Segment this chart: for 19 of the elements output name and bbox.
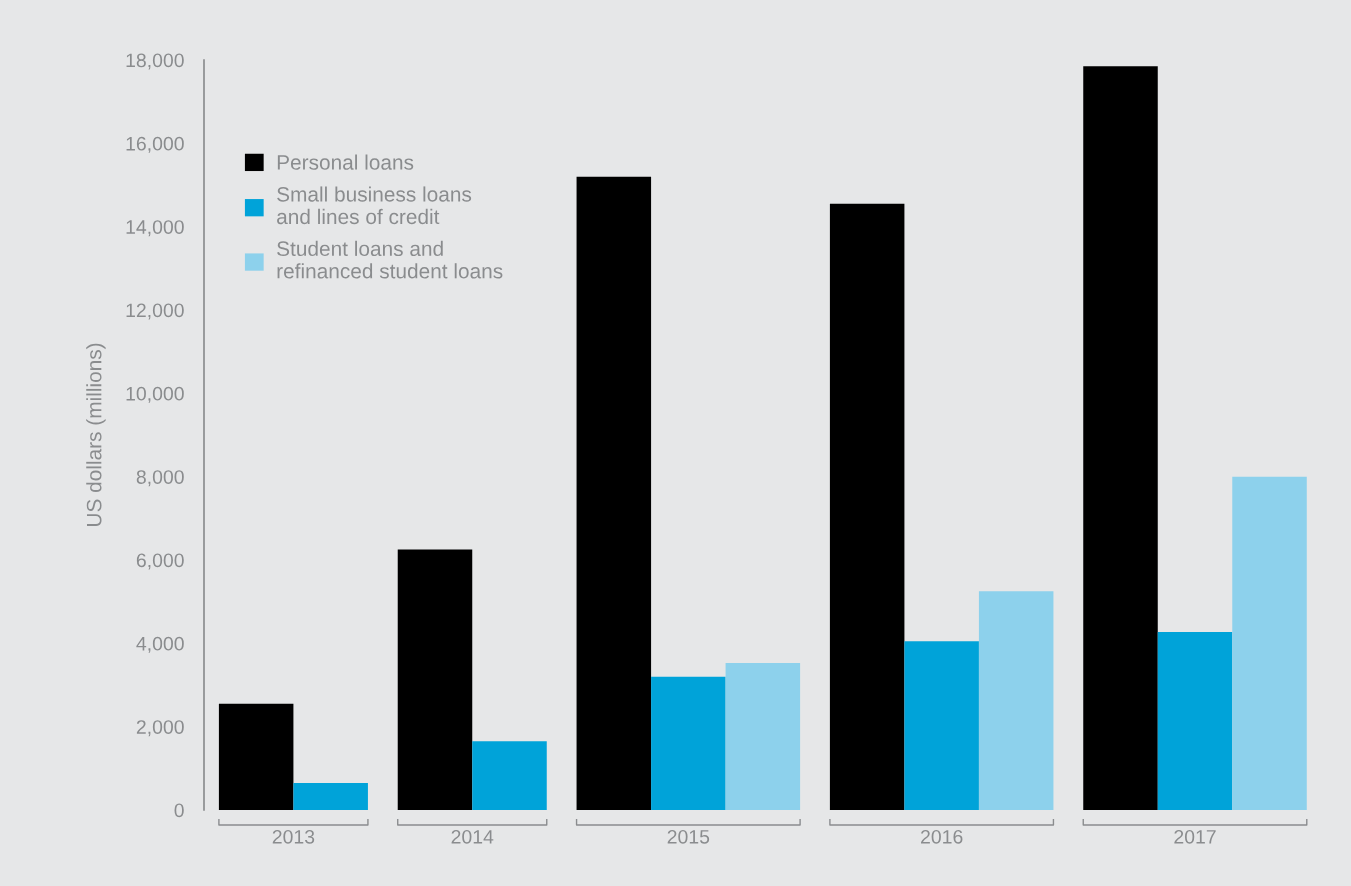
y-tick-label: 18,000: [126, 53, 184, 70]
y-tick-label: 6,000: [136, 553, 184, 570]
y-tick-label: 12,000: [126, 303, 184, 320]
x-tick-label: 2013: [272, 829, 315, 844]
y-tick-label: 2,000: [136, 720, 184, 737]
x-tick-label: 2017: [1174, 829, 1216, 844]
y-tick-label: 8,000: [136, 470, 184, 487]
x-tick-label: 2015: [667, 829, 710, 844]
x-tick-label: 2014: [451, 829, 494, 844]
y-axis-title: US dollars (millions): [86, 343, 106, 526]
y-tick-label: 10,000: [126, 386, 184, 403]
legend-label: Student loans and refinanced student loans: [277, 240, 503, 279]
y-tick-label: 16,000: [126, 136, 184, 153]
legend-label: Small business loans and lines of credit: [277, 186, 472, 225]
y-tick-label: 0: [174, 803, 184, 818]
x-tick-label: 2016: [921, 829, 963, 844]
y-tick-label: 14,000: [126, 220, 184, 237]
legend-label: Personal loans: [277, 154, 414, 170]
y-tick-label: 4,000: [136, 636, 184, 653]
